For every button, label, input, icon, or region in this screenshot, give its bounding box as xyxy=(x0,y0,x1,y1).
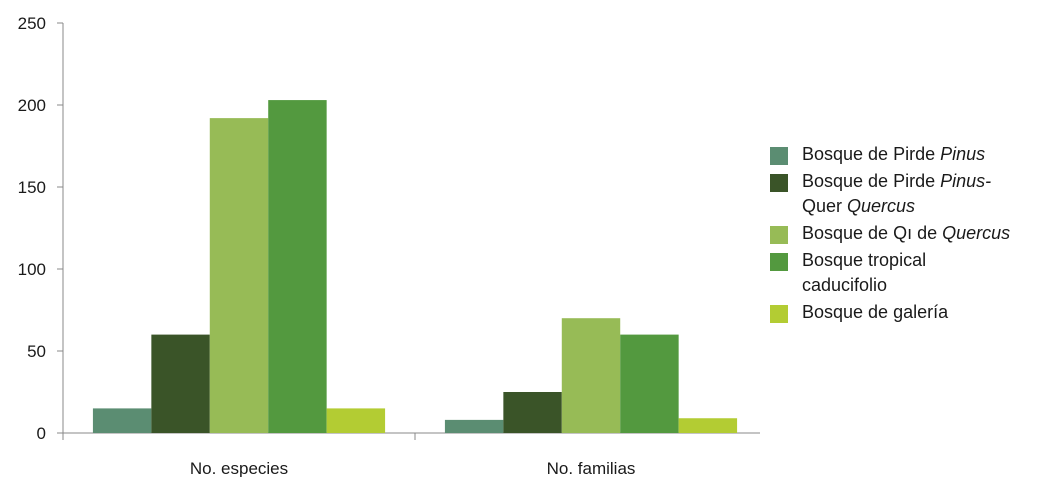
bar-1-no-familias xyxy=(444,419,504,433)
chart-bars xyxy=(92,100,738,434)
bar-2-no-especies xyxy=(151,334,210,433)
bar-5-no-familias xyxy=(678,418,738,433)
bar-1-no-especies xyxy=(92,408,152,433)
chart-tick-labels: 0 50 100 150 200 250 No. especies No. familias xyxy=(18,14,636,477)
legend-swatch xyxy=(770,226,788,244)
legend-swatch xyxy=(770,305,788,323)
legend-swatch xyxy=(770,147,788,165)
bar-4-no-especies xyxy=(268,100,327,433)
x-tick-label: No. especies xyxy=(190,459,288,477)
y-tick-label: 100 xyxy=(18,260,46,279)
y-tick-label: 50 xyxy=(27,342,46,361)
bar-2-no-familias xyxy=(503,392,562,433)
x-tick-label: No. familias xyxy=(547,459,636,477)
y-tick-label: 250 xyxy=(18,14,46,33)
legend-swatch xyxy=(770,253,788,271)
bar-5-no-especies xyxy=(326,408,386,433)
bar-chart: 0 50 100 150 200 250 No. especies No. familias xyxy=(18,14,760,477)
legend-item-5: Bosque de galería xyxy=(770,300,1050,325)
legend-item-4: Bosque tropical caducifolio xyxy=(770,248,1050,298)
bar-3-no-especies xyxy=(209,118,269,434)
legend-item-3: Bosque de Qı de Quercus xyxy=(770,221,1050,246)
legend-label: Bosque tropical caducifolio xyxy=(802,250,927,295)
bar-3-no-familias xyxy=(561,318,621,433)
legend-label: Bosque de Pirde Pinus xyxy=(802,144,986,164)
bar-4-no-familias xyxy=(620,334,679,433)
legend-item-1: Bosque de Pirde Pinus xyxy=(770,142,1050,167)
legend-item-2: Bosque de Pirde Pinus- Quer Quercus xyxy=(770,169,1050,219)
y-tick-label: 200 xyxy=(18,96,46,115)
chart-legend: Bosque de Pirde Pinus Bosque de Pirde Pin… xyxy=(770,142,1050,327)
legend-label: Bosque de Qı de Quercus xyxy=(802,223,1011,243)
y-tick-label: 150 xyxy=(18,178,46,197)
legend-label: Bosque de Pirde Pinus- Quer Quercus xyxy=(802,171,992,216)
legend-label: Bosque de galería xyxy=(802,302,949,322)
legend-swatch xyxy=(770,174,788,192)
y-tick-label: 0 xyxy=(37,424,46,443)
